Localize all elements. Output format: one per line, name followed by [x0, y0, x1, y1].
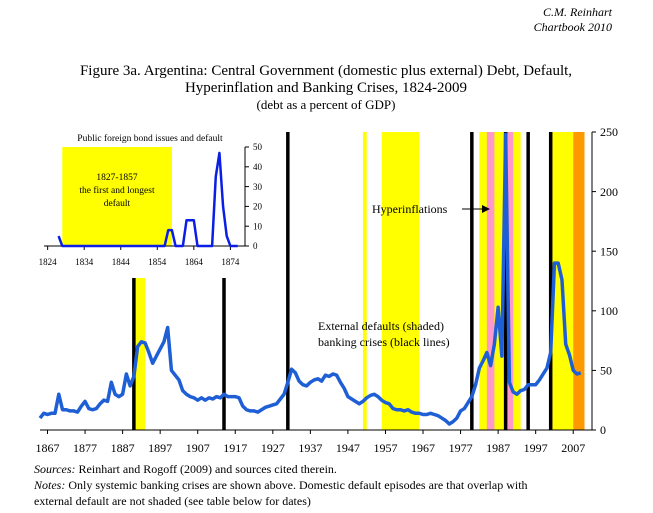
- x-tick-label: 2007: [561, 441, 585, 455]
- chart-title: Hyperinflation and Banking Crises, 1824-…: [185, 80, 467, 96]
- y-tick-label: 10: [253, 221, 263, 231]
- banking-label: banking crises (black lines): [318, 335, 450, 349]
- y-tick-label: 20: [253, 202, 263, 212]
- y-tick-label: 100: [600, 304, 618, 318]
- defaults-label: External defaults (shaded): [318, 319, 444, 333]
- series-line: [38, 132, 582, 426]
- x-tick-label: 1947: [336, 441, 360, 455]
- x-tick-label: 1997: [524, 441, 548, 455]
- author: C.M. Reinhart: [543, 5, 613, 19]
- x-tick-label: 1907: [186, 441, 210, 455]
- sources-text: Reinhart and Rogoff (2009) and sources c…: [76, 462, 337, 476]
- chart-title: Figure 3a. Argentina: Central Government…: [80, 63, 572, 79]
- x-tick-label: 1977: [449, 441, 473, 455]
- sources: Sources: Reinhart and Rogoff (2009) and …: [34, 462, 337, 476]
- inset-annotation: default: [104, 198, 131, 209]
- inset-annotation: the first and longest: [79, 185, 155, 196]
- main-plot: 1867 1877 1887 1897 1907 1917 1927 1937 1947 1957…: [36, 125, 618, 455]
- x-tick-label: 1867: [36, 441, 60, 455]
- x-tick-label: 1887: [111, 441, 135, 455]
- y-tick-label: 50: [600, 364, 612, 378]
- x-tick-label: 1987: [486, 441, 510, 455]
- hyperinflation-shade: [486, 132, 495, 430]
- x-tick-label: 1917: [223, 441, 247, 455]
- y-tick-label: 0: [253, 241, 258, 251]
- x-tick-label: 1897: [148, 441, 172, 455]
- inset-plot: 1824 1834 1844 1854 1864 1874 0 10 20 30 40 50 Publi…: [30, 128, 270, 278]
- y-tick-label: 30: [253, 182, 263, 192]
- notes: Notes: Only systemic banking crises are …: [33, 478, 528, 492]
- y-tick-label: 50: [253, 142, 263, 152]
- arrow-head: [482, 205, 490, 213]
- y-tick-label: 250: [600, 125, 618, 139]
- x-tick-label: 1957: [373, 441, 397, 455]
- default-shade: [479, 132, 521, 430]
- domestic-default-shade: [573, 132, 585, 430]
- x-tick-label: 1824: [39, 257, 58, 267]
- y-tick-label: 0: [600, 423, 606, 437]
- sources-label: Sources:: [34, 462, 76, 476]
- inset-annotation: 1827-1857: [96, 173, 137, 183]
- notes-label: Notes:: [33, 478, 65, 492]
- x-tick-label: 1874: [221, 257, 240, 267]
- book: Chartbook 2010: [534, 20, 612, 34]
- x-tick-label: 1864: [185, 257, 204, 267]
- inset-title: Public foreign bond issues and default: [77, 133, 223, 144]
- series-line: [57, 151, 238, 248]
- hyperinflation-label: Hyperinflations: [372, 202, 448, 216]
- notes-text: Only systemic banking crises are shown a…: [65, 478, 527, 492]
- chart-subtitle: (debt as a percent of GDP): [257, 97, 396, 112]
- default-shade: [133, 132, 146, 430]
- x-tick-label: 1877: [73, 441, 97, 455]
- x-tick-label: 1854: [148, 257, 167, 267]
- x-tick-label: 1834: [75, 257, 94, 267]
- x-tick-label: 1967: [411, 441, 435, 455]
- y-tick-label: 150: [600, 244, 618, 258]
- default-shade: [62, 147, 172, 246]
- x-tick-label: 1844: [112, 257, 131, 267]
- x-tick-label: 1937: [298, 441, 322, 455]
- default-shade: [381, 132, 420, 430]
- notes-text: external default are not shaded (see tab…: [34, 494, 311, 508]
- y-tick-label: 200: [600, 185, 618, 199]
- x-tick-label: 1927: [261, 441, 285, 455]
- default-shade: [362, 132, 367, 430]
- y-tick-label: 40: [253, 162, 263, 172]
